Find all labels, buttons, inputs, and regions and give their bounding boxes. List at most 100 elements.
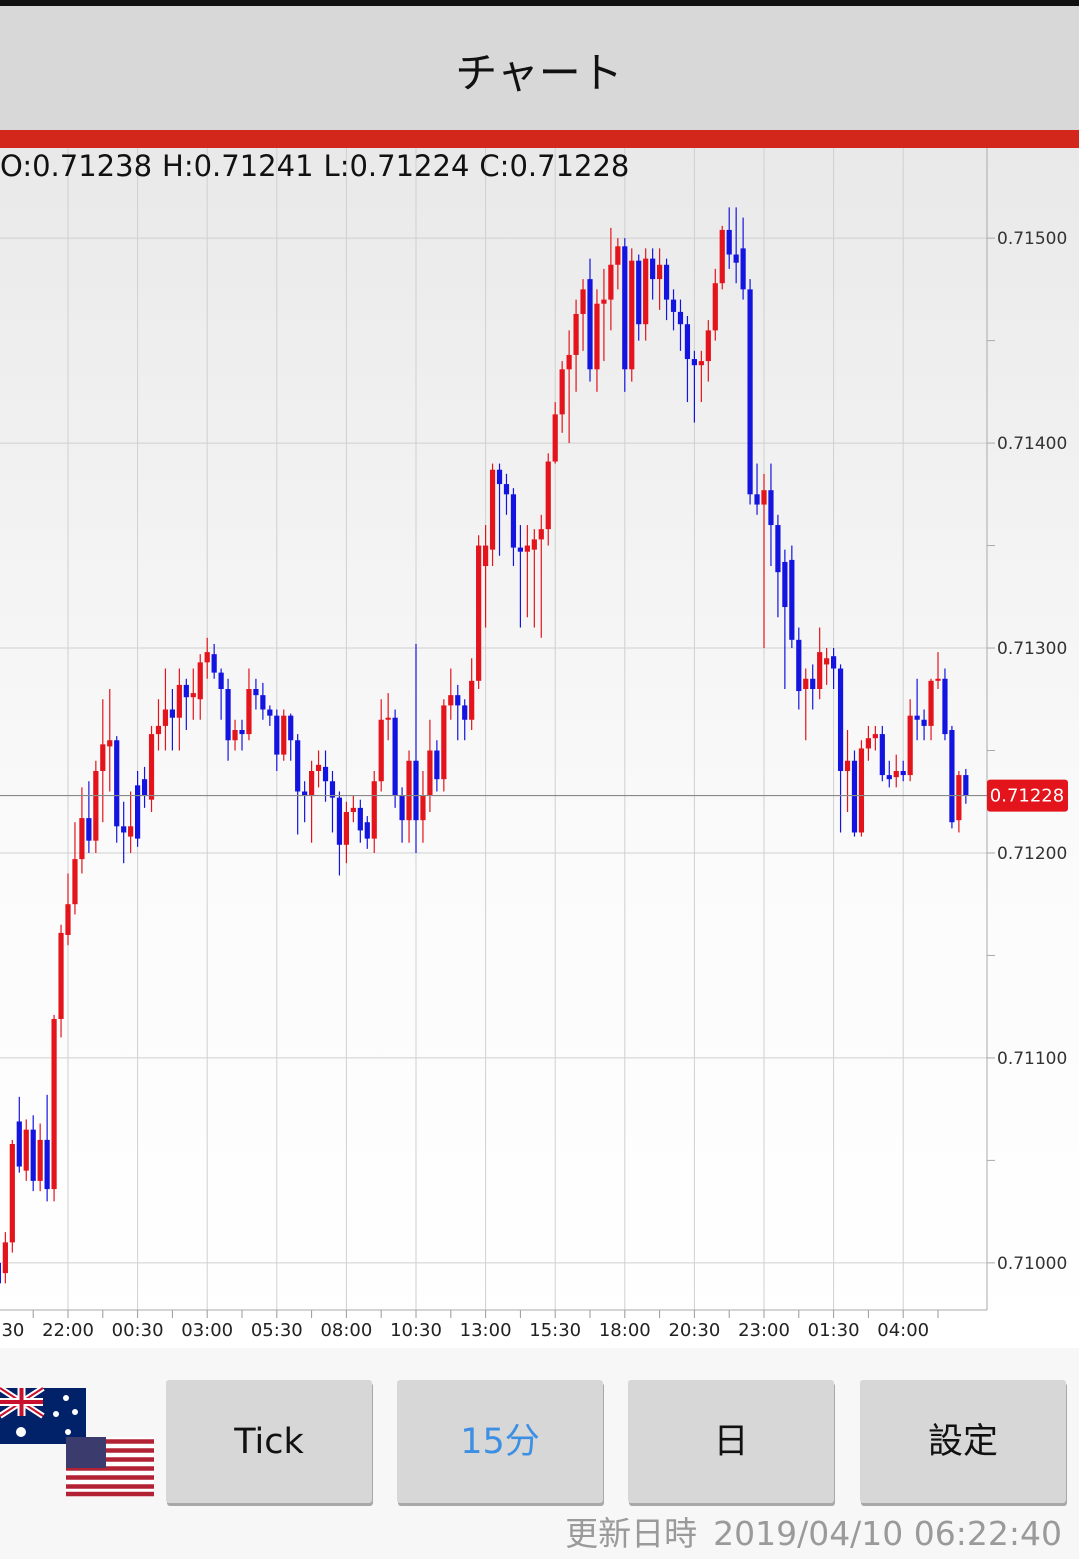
x-tick-label: 04:00 — [877, 1320, 929, 1341]
candle-body — [824, 658, 830, 665]
candle-body — [281, 715, 287, 755]
y-tick-label: 0.71100 — [997, 1049, 1067, 1069]
candle-body — [371, 781, 377, 839]
interval-button[interactable]: 15分 — [397, 1380, 604, 1506]
candle-body — [114, 740, 120, 827]
candle-body — [260, 695, 266, 710]
candle-body — [239, 730, 245, 735]
candle-body — [817, 652, 823, 690]
ohlc-key: O: — [0, 149, 32, 183]
accent-bar — [0, 130, 1079, 148]
y-tick-label: 0.71000 — [997, 1254, 1067, 1274]
candle-body — [357, 807, 363, 831]
candle-body — [705, 330, 711, 362]
x-tick-label: 23:00 — [738, 1320, 790, 1341]
x-tick-label: 15:30 — [529, 1320, 581, 1341]
button-label[interactable]: 設定 — [928, 1422, 998, 1462]
candle-body — [267, 709, 273, 716]
y-tick-label: 0.71500 — [997, 229, 1067, 249]
candle-body — [587, 279, 593, 370]
candle-body — [733, 254, 739, 263]
candle-body — [441, 705, 447, 780]
candle-body — [176, 684, 182, 718]
candle-body — [858, 748, 865, 833]
candle-body — [712, 283, 718, 331]
candle-body — [288, 715, 294, 741]
candle-body — [434, 750, 440, 780]
chart-background — [0, 148, 1079, 1348]
button-face[interactable] — [628, 1380, 834, 1503]
candle-body — [253, 689, 259, 696]
candle-body — [427, 750, 433, 796]
button-label[interactable]: 日 — [713, 1422, 748, 1462]
y-tick-label: 0.71300 — [997, 639, 1067, 659]
candle-body — [837, 668, 844, 771]
candle-body — [622, 246, 628, 370]
candle-body — [914, 715, 920, 720]
candle-body — [121, 826, 127, 833]
candle-body — [566, 354, 572, 370]
candle-body — [51, 1018, 57, 1190]
button-label[interactable]: Tick — [233, 1422, 304, 1462]
candle-body — [211, 654, 217, 673]
candle-body — [302, 791, 308, 796]
currency-flags — [0, 1385, 154, 1497]
candle-body — [16, 1121, 22, 1167]
candle-body — [893, 770, 899, 778]
candle-body — [643, 258, 649, 325]
candle-body — [343, 811, 349, 845]
candle-body — [392, 717, 398, 796]
button-face[interactable] — [860, 1380, 1066, 1503]
interval-button[interactable]: Tick — [166, 1380, 373, 1506]
candle-body — [107, 740, 113, 747]
candle-body — [23, 1129, 29, 1171]
candle-body — [274, 715, 280, 755]
candle-body — [886, 775, 892, 780]
app-header — [0, 6, 1079, 130]
candle-body — [148, 734, 155, 800]
candle-body — [698, 361, 704, 366]
candle-body — [141, 779, 148, 796]
button-face[interactable] — [397, 1380, 603, 1503]
candle-body — [183, 684, 189, 698]
candle-body — [907, 715, 913, 776]
ohlc-value: 0.71224 — [349, 149, 469, 183]
candle-body — [601, 299, 607, 304]
candle-body — [448, 695, 454, 706]
ohlc-value: 0.71241 — [194, 149, 314, 183]
candle-body — [517, 547, 523, 552]
ohlc-key: L: — [324, 149, 350, 183]
candle-body — [754, 494, 760, 505]
candle-body — [2, 1242, 8, 1274]
candle-body — [552, 414, 558, 462]
candle-body — [851, 760, 858, 833]
candle-body — [169, 709, 175, 718]
button-label[interactable]: 15分 — [460, 1422, 540, 1462]
x-tick-label: 10:30 — [390, 1320, 442, 1341]
candle-body — [803, 678, 809, 690]
candle-body — [879, 734, 885, 776]
ohlc-value: 0.71238 — [32, 149, 152, 183]
x-tick-label: 08:00 — [320, 1320, 372, 1341]
candle-body — [218, 672, 224, 690]
x-tick-label: 22:00 — [42, 1320, 94, 1341]
candle-body — [796, 639, 802, 692]
interval-button[interactable]: 設定 — [860, 1380, 1067, 1506]
candle-body — [935, 678, 941, 681]
candle-body — [406, 760, 412, 821]
candle-body — [350, 807, 356, 812]
x-tick-label: 18:00 — [599, 1320, 651, 1341]
candle-body — [761, 490, 767, 505]
candle-body — [782, 561, 788, 608]
candle-body — [963, 775, 969, 796]
button-face[interactable] — [166, 1380, 372, 1503]
x-tick-label: 00:30 — [112, 1320, 164, 1341]
candle-body — [865, 738, 871, 749]
candle-body — [636, 260, 642, 325]
axes: 0.71000 0.71100 0.71200 0.71300 0.71400 0.715… — [0, 148, 1068, 1341]
x-tick-label: 19:30 — [0, 1320, 24, 1341]
interval-button[interactable]: 日 — [628, 1380, 835, 1506]
candle-body — [573, 313, 579, 355]
candle-body — [510, 494, 517, 548]
